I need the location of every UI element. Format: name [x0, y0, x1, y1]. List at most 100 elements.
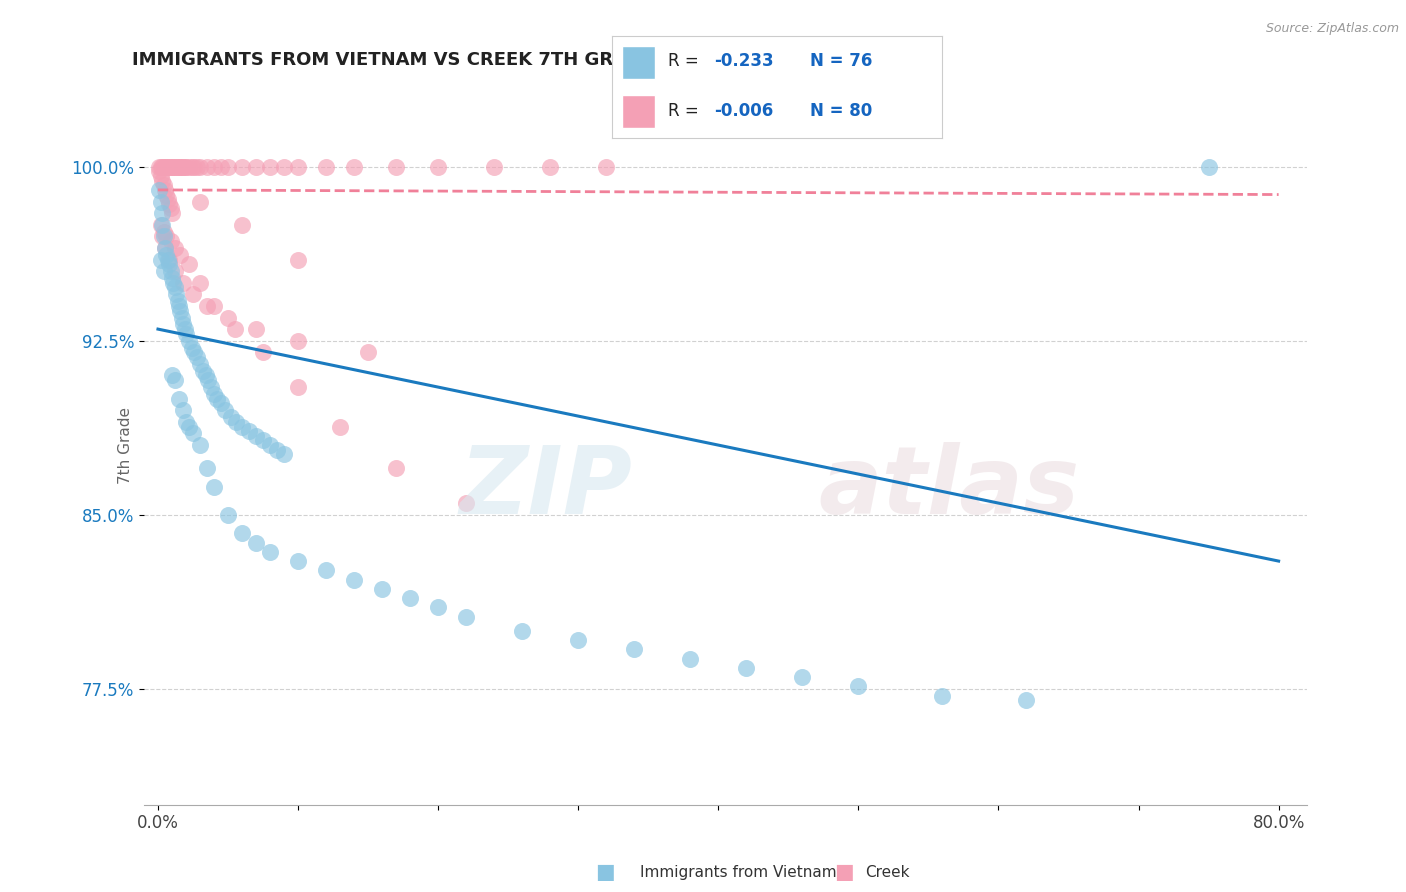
Point [399, 591, 422, 606]
Point [173, 160, 195, 174]
Point [148, 164, 170, 178]
Point [538, 160, 561, 174]
Point [482, 160, 505, 174]
Point [180, 341, 202, 355]
Point [149, 194, 172, 209]
Point [1198, 160, 1220, 174]
Point [155, 187, 177, 202]
Point [149, 218, 172, 232]
Point [931, 689, 953, 703]
Point [287, 160, 309, 174]
Point [167, 392, 190, 406]
Point [172, 318, 194, 332]
Point [149, 252, 172, 267]
Point [209, 160, 232, 174]
Point [152, 178, 174, 193]
Point [163, 373, 186, 387]
Point [174, 326, 197, 341]
Text: ZIP: ZIP [460, 442, 633, 534]
Point [225, 415, 247, 429]
Point [167, 160, 190, 174]
Point [595, 160, 617, 174]
Point [156, 252, 179, 267]
Point [259, 160, 281, 174]
Point [567, 632, 589, 647]
Point [165, 287, 187, 301]
Point [252, 345, 274, 359]
Point [163, 241, 186, 255]
Text: R =: R = [668, 53, 704, 70]
Point [157, 252, 180, 267]
Point [163, 160, 186, 174]
Text: R =: R = [668, 102, 704, 120]
Point [150, 160, 173, 174]
Point [162, 160, 184, 174]
Point [150, 173, 173, 187]
Point [181, 426, 204, 441]
Point [180, 160, 202, 174]
Point [169, 160, 191, 174]
Point [245, 429, 267, 443]
Point [155, 248, 177, 262]
Point [159, 234, 181, 248]
Point [510, 624, 533, 638]
Point [287, 554, 309, 568]
Point [188, 160, 211, 174]
Point [163, 280, 186, 294]
Point [163, 264, 186, 278]
Point [329, 419, 352, 434]
Point [231, 419, 253, 434]
Point [172, 403, 194, 417]
Point [153, 241, 176, 255]
Point [343, 573, 366, 587]
Point [195, 299, 218, 313]
Point [156, 192, 179, 206]
Point [148, 183, 170, 197]
Point [266, 442, 288, 457]
FancyBboxPatch shape [621, 46, 655, 78]
Point [209, 396, 232, 410]
Point [170, 310, 193, 325]
Point [259, 545, 281, 559]
Point [159, 160, 181, 174]
Point [252, 434, 274, 448]
Point [202, 299, 225, 313]
Point [159, 264, 181, 278]
Point [170, 160, 193, 174]
Point [172, 160, 194, 174]
Point [155, 160, 177, 174]
Text: ■: ■ [834, 863, 853, 882]
Point [371, 582, 394, 596]
Text: Source: ZipAtlas.com: Source: ZipAtlas.com [1265, 22, 1399, 36]
FancyBboxPatch shape [621, 95, 655, 128]
Point [162, 276, 184, 290]
Point [214, 403, 236, 417]
Point [188, 194, 211, 209]
Point [287, 334, 309, 348]
Point [167, 299, 190, 313]
Point [679, 651, 702, 665]
Point [217, 310, 239, 325]
Point [177, 419, 200, 434]
Point [1015, 693, 1038, 707]
Point [153, 160, 176, 174]
Point [219, 410, 242, 425]
Point [153, 183, 176, 197]
Point [427, 600, 450, 615]
Point [148, 160, 170, 174]
Point [173, 322, 195, 336]
Point [188, 438, 211, 452]
Point [169, 303, 191, 318]
Point [735, 661, 758, 675]
Point [150, 218, 173, 232]
Point [172, 276, 194, 290]
Point [385, 160, 408, 174]
Point [155, 229, 177, 244]
Point [191, 364, 214, 378]
Point [245, 322, 267, 336]
Point [149, 169, 172, 183]
Point [160, 160, 183, 174]
Y-axis label: 7th Grade: 7th Grade [118, 407, 132, 483]
Point [157, 197, 180, 211]
Point [245, 535, 267, 549]
